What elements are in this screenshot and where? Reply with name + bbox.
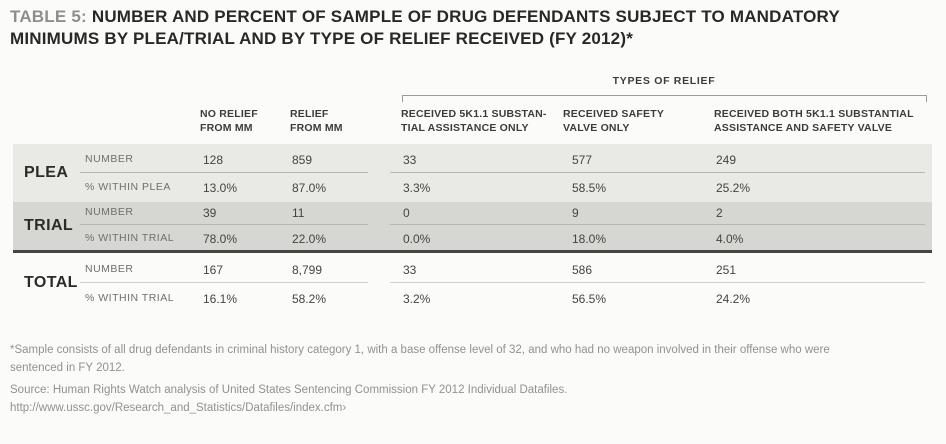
table-cell: 4.0% (716, 232, 744, 246)
plea-section-band (13, 144, 932, 202)
table-cell: 0.0% (403, 232, 431, 246)
table-cell: 11 (292, 206, 305, 220)
section-label-total: TOTAL (24, 274, 78, 291)
row-separator (390, 172, 925, 173)
table-cell: 8,799 (292, 263, 323, 277)
table-cell: 18.0% (572, 232, 607, 246)
column-group-header: TYPES OF RELIEF (612, 75, 716, 87)
row-separator (390, 224, 925, 225)
table-cell: 87.0% (292, 181, 327, 195)
table-title: TABLE 5: NUMBER AND PERCENT OF SAMPLE OF … (10, 6, 935, 50)
row-label-trial-number: NUMBER (85, 206, 134, 218)
source-url: http://www.ussc.gov/Research_and_Statist… (10, 402, 347, 414)
table-cell: 58.2% (292, 292, 327, 306)
column-header-safety-valve-only: RECEIVED SAFETY VALVE ONLY (563, 108, 665, 134)
table-cell: 39 (203, 206, 217, 220)
table-cell: 22.0% (292, 232, 327, 246)
table-cell: 25.2% (716, 181, 751, 195)
row-label-total-percent: % WITHIN TRIAL (85, 292, 175, 304)
table-cell: 16.1% (203, 292, 238, 306)
table-cell: 586 (572, 263, 593, 277)
table-cell: 251 (716, 263, 737, 277)
table-cell: 2 (716, 206, 723, 220)
column-header-both-substantial-assistance-and-safety-valve: RECEIVED BOTH 5K1.1 SUBSTANTIAL ASSISTAN… (714, 108, 914, 134)
table-cell: 58.5% (572, 181, 607, 195)
table-cell: 33 (403, 153, 417, 167)
row-separator (80, 282, 368, 283)
table-cell: 56.5% (572, 292, 607, 306)
table-title-line2: MINIMUMS BY PLEA/TRIAL AND BY TYPE OF RE… (10, 29, 634, 48)
row-label-total-number: NUMBER (85, 263, 134, 275)
table-cell: 249 (716, 153, 737, 167)
section-label-trial: TRIAL (24, 217, 74, 234)
row-separator (80, 172, 368, 173)
table-title-line1: NUMBER AND PERCENT OF SAMPLE OF DRUG DEF… (91, 7, 840, 26)
sample-footnote: *Sample consists of all drug defendants … (10, 344, 830, 374)
table-cell: 128 (203, 153, 224, 167)
table-cell: 859 (292, 153, 313, 167)
table-cell: 0 (403, 206, 410, 220)
row-label-plea-number: NUMBER (85, 153, 134, 165)
row-separator (80, 224, 368, 225)
column-group-bracket (402, 95, 927, 102)
source-line: Source: Human Rights Watch analysis of U… (10, 384, 568, 396)
table-cell: 577 (572, 153, 593, 167)
total-divider-rule (13, 250, 932, 253)
source-footnote: Source: Human Rights Watch analysis of U… (10, 381, 910, 417)
section-label-plea: PLEA (24, 164, 69, 181)
table-cell: 3.2% (403, 292, 431, 306)
row-separator (390, 282, 925, 283)
row-label-plea-percent: % WITHIN PLEA (85, 181, 171, 193)
trial-section-band (13, 202, 932, 250)
column-header-relief-from-mm: RELIEF FROM MM (290, 108, 343, 134)
table-cell: 3.3% (403, 181, 431, 195)
table-number-label: TABLE 5: (10, 7, 87, 26)
table-cell: 78.0% (203, 232, 238, 246)
column-header-no-relief-from-mm: NO RELIEF FROM MM (200, 108, 258, 134)
table-cell: 24.2% (716, 292, 751, 306)
table-cell: 9 (572, 206, 579, 220)
table-cell: 13.0% (203, 181, 238, 195)
column-header-5k11-substantial-assistance-only: RECEIVED 5K1.1 SUBSTAN- TIAL ASSISTANCE … (401, 108, 547, 134)
row-label-trial-percent: % WITHIN TRIAL (85, 232, 175, 244)
table-cell: 167 (203, 263, 224, 277)
table-cell: 33 (403, 263, 417, 277)
